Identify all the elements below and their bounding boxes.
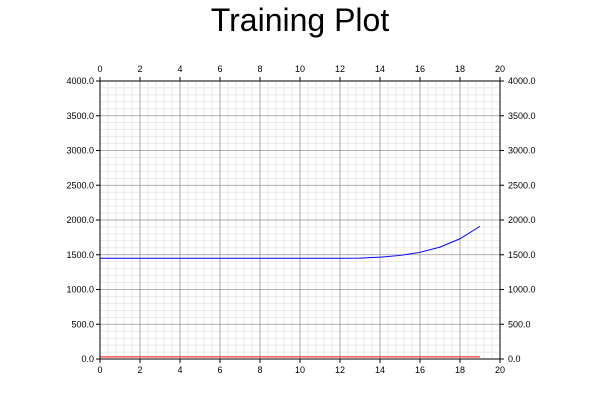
x-tick-label-bottom: 0	[97, 365, 102, 375]
x-tick-label-top: 18	[455, 64, 465, 74]
y-tick-label-right: 2500.0	[508, 180, 536, 190]
x-tick-label-top: 8	[257, 64, 262, 74]
x-tick-label-bottom: 12	[335, 365, 345, 375]
x-tick-label-top: 2	[137, 64, 142, 74]
x-tick-label-top: 10	[295, 64, 305, 74]
x-tick-label-bottom: 10	[295, 365, 305, 375]
y-tick-label-right: 1000.0	[508, 285, 536, 295]
x-tick-label-top: 4	[177, 64, 182, 74]
y-tick-label-right: 0.0	[508, 354, 521, 364]
y-tick-label-right: 500.0	[508, 319, 531, 329]
y-tick-label-left: 500.0	[71, 319, 94, 329]
series-layer	[100, 225, 481, 358]
tick-marks	[96, 77, 504, 363]
y-tick-label-right: 4000.0	[508, 76, 536, 86]
y-tick-label-left: 4000.0	[66, 76, 94, 86]
x-tick-label-bottom: 16	[415, 365, 425, 375]
x-tick-label-top: 16	[415, 64, 425, 74]
y-tick-label-left: 2500.0	[66, 180, 94, 190]
y-tick-label-left: 3500.0	[66, 111, 94, 121]
major-grid	[99, 80, 501, 360]
x-tick-label-bottom: 6	[217, 365, 222, 375]
x-tick-label-bottom: 14	[375, 365, 385, 375]
series-line-1	[100, 225, 481, 259]
x-tick-label-bottom: 20	[495, 365, 505, 375]
x-tick-label-bottom: 4	[177, 365, 182, 375]
y-tick-label-right: 1500.0	[508, 250, 536, 260]
y-tick-label-right: 3500.0	[508, 111, 536, 121]
y-tick-label-left: 2000.0	[66, 215, 94, 225]
y-tick-label-right: 2000.0	[508, 215, 536, 225]
x-tick-label-bottom: 18	[455, 365, 465, 375]
x-tick-label-bottom: 8	[257, 365, 262, 375]
chart-title: Training Plot	[210, 2, 390, 38]
x-tick-label-top: 20	[495, 64, 505, 74]
x-tick-label-top: 0	[97, 64, 102, 74]
y-tick-label-left: 1500.0	[66, 250, 94, 260]
x-tick-label-top: 14	[375, 64, 385, 74]
y-tick-label-right: 3000.0	[508, 146, 536, 156]
y-tick-label-left: 1000.0	[66, 285, 94, 295]
x-tick-label-top: 12	[335, 64, 345, 74]
y-tick-label-left: 3000.0	[66, 146, 94, 156]
y-tick-label-left: 0.0	[81, 354, 94, 364]
x-tick-label-bottom: 2	[137, 365, 142, 375]
x-tick-label-top: 6	[217, 64, 222, 74]
